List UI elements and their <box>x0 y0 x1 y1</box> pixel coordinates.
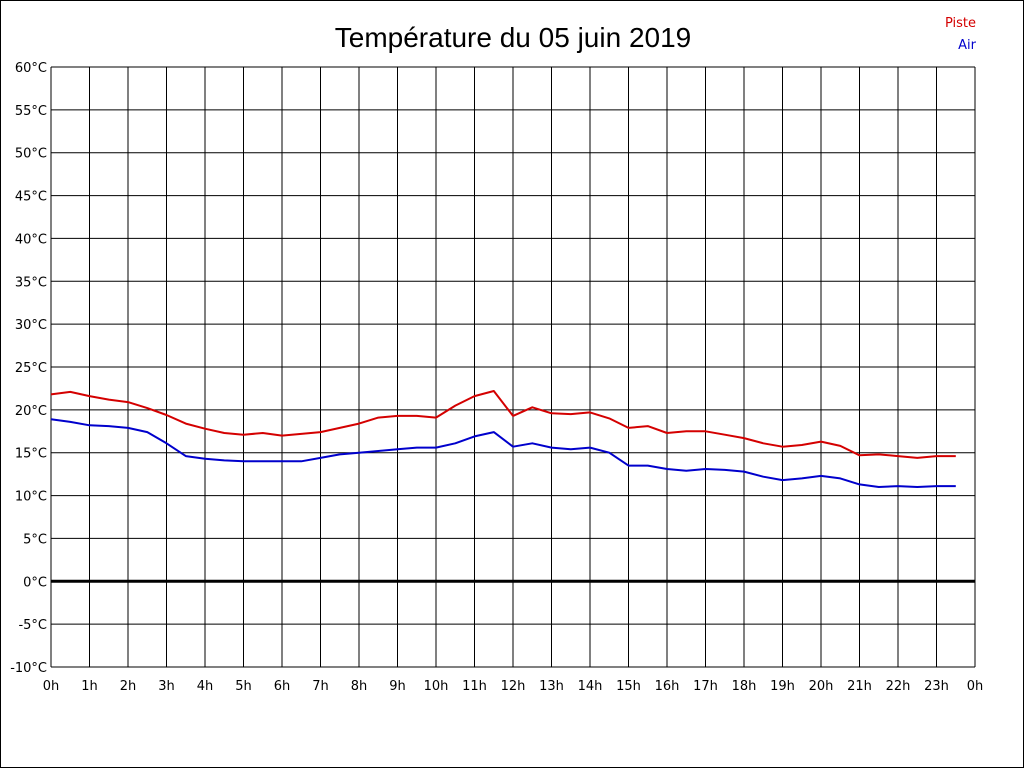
x-tick-label: 0h <box>43 679 60 694</box>
x-tick-label: 12h <box>501 679 526 694</box>
series-layer <box>50 390 956 488</box>
series-line-air <box>50 418 956 488</box>
y-tick-label: 30°C <box>15 318 47 333</box>
x-axis-tick-labels: 0h 1h 2h 3h 4h 5h 6h 7h 8h 9h 10h 11h 12h 13h 14h 15h 16… <box>43 679 984 694</box>
x-tick-label: 10h <box>424 679 449 694</box>
x-tick-label: 22h <box>886 679 911 694</box>
x-tick-label: 17h <box>693 679 718 694</box>
x-tick-label: 20h <box>809 679 834 694</box>
chart-title: Température du 05 juin 2019 <box>335 22 691 53</box>
x-tick-label: 15h <box>616 679 641 694</box>
x-tick-label: 3h <box>158 679 175 694</box>
x-tick-label: 4h <box>197 679 214 694</box>
y-tick-label: 20°C <box>15 404 47 419</box>
x-tick-label: 7h <box>312 679 329 694</box>
legend-entry-air: Air <box>958 38 977 53</box>
y-tick-label: 50°C <box>15 147 47 162</box>
y-tick-label: 60°C <box>15 61 47 76</box>
legend: Piste Air <box>945 16 977 53</box>
x-tick-label: 8h <box>351 679 368 694</box>
y-tick-label: 35°C <box>15 275 47 290</box>
x-tick-label: 21h <box>847 679 872 694</box>
x-tick-label: 6h <box>274 679 291 694</box>
x-tick-label: 13h <box>539 679 564 694</box>
x-tick-label: 0h <box>967 679 984 694</box>
y-tick-label: 0°C <box>23 575 47 590</box>
x-tick-label: 14h <box>578 679 603 694</box>
x-tick-label: 2h <box>120 679 137 694</box>
x-tick-label: 18h <box>732 679 757 694</box>
y-tick-label: -10°C <box>10 661 47 676</box>
x-tick-label: 9h <box>389 679 406 694</box>
y-tick-label: 55°C <box>15 104 47 119</box>
y-tick-label: 15°C <box>15 447 47 462</box>
legend-entry-piste: Piste <box>945 16 976 31</box>
y-tick-label: 25°C <box>15 361 47 376</box>
y-tick-label: 5°C <box>23 532 47 547</box>
y-axis-tick-labels: 60°C 55°C 50°C 45°C 40°C 35°C 30°C 25°C 20°C 15°C… <box>10 61 47 676</box>
x-tick-label: 19h <box>770 679 795 694</box>
grid <box>50 66 976 668</box>
series-line-piste <box>50 390 956 459</box>
y-tick-label: 40°C <box>15 232 47 247</box>
x-tick-label: 11h <box>462 679 487 694</box>
x-tick-label: 5h <box>235 679 252 694</box>
x-tick-label: 23h <box>924 679 949 694</box>
y-tick-label: 45°C <box>15 190 47 205</box>
x-tick-label: 16h <box>655 679 680 694</box>
y-tick-label: 10°C <box>15 490 47 505</box>
y-tick-label: -5°C <box>18 618 47 633</box>
x-tick-label: 1h <box>81 679 98 694</box>
